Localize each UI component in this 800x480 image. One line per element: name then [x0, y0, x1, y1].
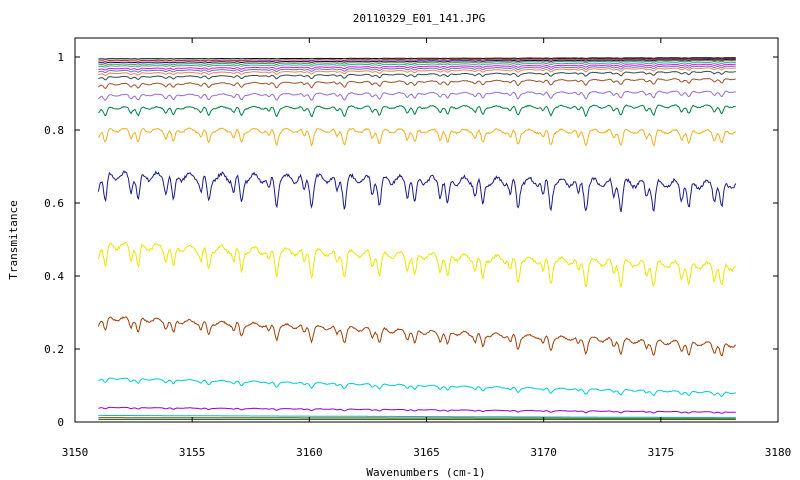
series-line [98, 377, 737, 397]
x-tick-label: 3175 [648, 446, 675, 459]
y-tick-label: 1 [57, 51, 64, 64]
series-line [98, 57, 736, 60]
series-line [98, 61, 736, 68]
series-line [98, 127, 737, 147]
series-line [98, 63, 736, 71]
chart-title: 20110329_E01_141.JPG [353, 12, 485, 25]
x-tick-label: 3150 [62, 446, 89, 459]
series-line [98, 90, 736, 101]
series-line [97, 169, 737, 213]
series-line [98, 406, 736, 414]
series-line [98, 104, 736, 118]
series-layer [97, 57, 737, 420]
series-line [98, 414, 736, 419]
y-tick-label: 0.6 [44, 197, 64, 210]
x-axis: 3150 3155 3160 3165 3170 3175 3180 [62, 38, 792, 459]
series-line [98, 67, 736, 77]
series-line [98, 77, 736, 89]
y-tick-label: 0.2 [44, 343, 64, 356]
series-line [98, 57, 736, 62]
series-line [98, 417, 736, 419]
x-axis-label: Wavenumbers (cm-1) [366, 466, 485, 479]
y-tick-label: 0.8 [44, 124, 64, 137]
y-tick-label: 0.4 [44, 270, 64, 283]
x-tick-label: 3170 [530, 446, 557, 459]
series-line [97, 316, 736, 357]
series-line [98, 58, 736, 64]
series-line [97, 241, 737, 289]
y-tick-label: 0 [57, 416, 64, 429]
y-axis-label: Transmitance [7, 200, 20, 279]
x-tick-label: 3180 [765, 446, 792, 459]
series-line [98, 65, 736, 73]
y-axis: 0 0.2 0.4 0.6 0.8 1 [44, 51, 778, 429]
series-line [98, 60, 736, 66]
series-line [98, 70, 736, 81]
x-tick-label: 3155 [179, 446, 206, 459]
x-tick-label: 3165 [413, 446, 440, 459]
x-tick-label: 3160 [296, 446, 323, 459]
